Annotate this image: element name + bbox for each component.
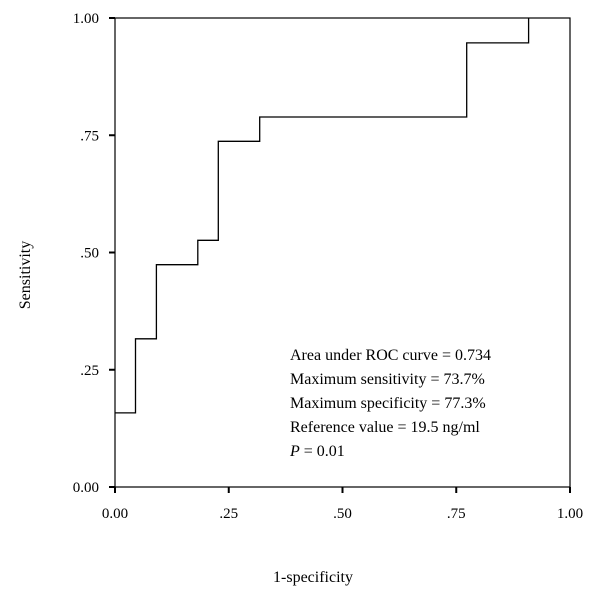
x-axis-title: 1-specificity <box>273 569 353 586</box>
annotation-box: Area under ROC curve = 0.734 Maximum sen… <box>289 347 491 460</box>
p-value-rest: = 0.01 <box>300 443 345 460</box>
y-tick-label: .25 <box>80 363 99 379</box>
y-axis-ticks: 0.00 .25 .50 .75 1.00 <box>73 11 115 496</box>
y-tick-label: 0.00 <box>73 480 99 496</box>
y-tick-label: .75 <box>80 128 99 144</box>
p-value-symbol: P <box>289 443 300 460</box>
annotation-max-specificity: Maximum specificity = 77.3% <box>290 395 486 412</box>
roc-curve-line <box>115 18 530 414</box>
x-tick-label: .50 <box>333 506 352 522</box>
plot-border <box>114 17 571 488</box>
series-layer <box>115 18 530 414</box>
y-tick-label: 1.00 <box>73 11 99 27</box>
x-tick-label: 1.00 <box>557 506 583 522</box>
annotation-p-value: P = 0.01 <box>289 443 345 460</box>
x-tick-label: 0.00 <box>102 506 128 522</box>
x-axis-ticks: 0.00 .25 .50 .75 1.00 <box>102 487 583 522</box>
x-tick-label: .25 <box>219 506 238 522</box>
annotation-max-sensitivity: Maximum sensitivity = 73.7% <box>290 371 485 388</box>
y-axis-title: Sensitivity <box>17 241 34 309</box>
annotation-reference-value: Reference value = 19.5 ng/ml <box>290 419 480 436</box>
y-tick-label: .50 <box>80 246 99 262</box>
x-tick-label: .75 <box>447 506 466 522</box>
annotation-auc: Area under ROC curve = 0.734 <box>290 347 491 364</box>
plot-frame <box>114 17 571 488</box>
